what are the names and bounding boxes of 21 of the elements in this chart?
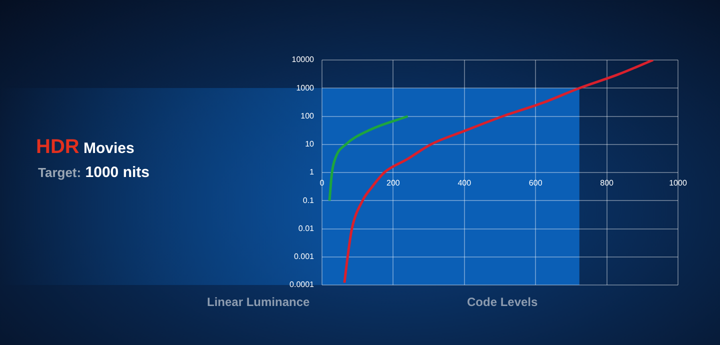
y-tick-label: 0.1 xyxy=(302,196,315,205)
line-series xyxy=(328,115,410,202)
text: Target: 1000 nits xyxy=(38,164,150,181)
y-tick-label: 0.01 xyxy=(298,224,315,233)
y-axis-title: Linear Luminance xyxy=(207,295,310,309)
x-tick-label: 800 xyxy=(600,178,614,188)
y-tick-label: 0.0001 xyxy=(290,280,315,290)
y-tick-label: 0.001 xyxy=(294,252,315,262)
y-tick-label: 1 xyxy=(310,168,315,177)
x-tick-label: 200 xyxy=(386,178,400,188)
x-tick-label: 0 xyxy=(320,178,325,188)
y-tick-label: 100 xyxy=(300,111,315,120)
y-tick-label: 10000 xyxy=(292,55,315,64)
y-tick-label: 10 xyxy=(305,140,315,149)
line-series xyxy=(343,60,654,284)
x-tick-label: 400 xyxy=(458,178,472,188)
x-tick-label: 1000 xyxy=(669,178,688,188)
x-axis-title: Code Levels xyxy=(467,295,538,309)
y-tick-label: 1000 xyxy=(296,83,315,92)
text: HDR Movies xyxy=(36,136,134,158)
x-tick-label: 600 xyxy=(528,178,543,188)
